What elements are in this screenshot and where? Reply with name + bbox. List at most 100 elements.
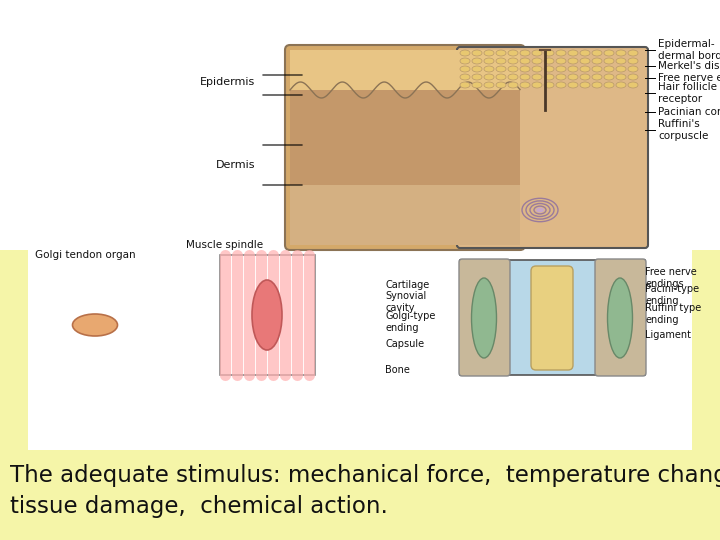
Ellipse shape	[628, 58, 638, 64]
Text: Epidermal-
dermal border: Epidermal- dermal border	[658, 39, 720, 61]
Ellipse shape	[532, 82, 542, 88]
Ellipse shape	[604, 82, 614, 88]
Text: Cartilage: Cartilage	[385, 280, 429, 290]
Ellipse shape	[556, 74, 566, 80]
Ellipse shape	[73, 314, 117, 336]
Bar	[692, 250, 720, 450]
Ellipse shape	[568, 66, 578, 72]
Ellipse shape	[472, 82, 482, 88]
Text: tissue damage,  chemical action.: tissue damage, chemical action.	[10, 495, 388, 518]
Ellipse shape	[604, 74, 614, 80]
Ellipse shape	[556, 50, 566, 56]
Text: Merkel's disk: Merkel's disk	[658, 61, 720, 71]
FancyBboxPatch shape	[595, 259, 646, 376]
Ellipse shape	[616, 82, 626, 88]
Ellipse shape	[628, 74, 638, 80]
Ellipse shape	[580, 66, 590, 72]
Ellipse shape	[532, 50, 542, 56]
Ellipse shape	[556, 58, 566, 64]
Ellipse shape	[484, 58, 494, 64]
Bar	[290, 185, 520, 245]
Text: Capsule: Capsule	[385, 339, 424, 349]
Ellipse shape	[472, 58, 482, 64]
Text: Ruffini's
corpuscle: Ruffini's corpuscle	[658, 119, 708, 141]
Ellipse shape	[568, 50, 578, 56]
Ellipse shape	[472, 278, 497, 358]
Ellipse shape	[568, 82, 578, 88]
Text: Golgi-type
ending: Golgi-type ending	[385, 311, 436, 333]
Ellipse shape	[472, 74, 482, 80]
Ellipse shape	[496, 82, 506, 88]
FancyBboxPatch shape	[531, 266, 573, 370]
Ellipse shape	[508, 50, 518, 56]
FancyBboxPatch shape	[285, 45, 525, 250]
Ellipse shape	[628, 82, 638, 88]
Ellipse shape	[252, 280, 282, 350]
Text: Golgi tendon organ: Golgi tendon organ	[35, 250, 135, 260]
Ellipse shape	[460, 82, 470, 88]
Ellipse shape	[496, 74, 506, 80]
Ellipse shape	[544, 82, 554, 88]
Ellipse shape	[532, 66, 542, 72]
Ellipse shape	[556, 66, 566, 72]
Ellipse shape	[496, 66, 506, 72]
Text: Ruffini type
ending: Ruffini type ending	[645, 303, 701, 325]
Ellipse shape	[608, 278, 632, 358]
Ellipse shape	[472, 66, 482, 72]
Ellipse shape	[616, 66, 626, 72]
Text: Free nerve ending: Free nerve ending	[658, 73, 720, 83]
Ellipse shape	[532, 74, 542, 80]
Ellipse shape	[496, 50, 506, 56]
Ellipse shape	[592, 82, 602, 88]
Bar	[0, 250, 28, 450]
Text: Muscle spindle: Muscle spindle	[186, 240, 264, 250]
Text: Pacini-type
ending: Pacini-type ending	[645, 284, 699, 306]
Text: Pacinian corpuscle: Pacinian corpuscle	[658, 107, 720, 117]
Ellipse shape	[616, 58, 626, 64]
Ellipse shape	[580, 82, 590, 88]
Ellipse shape	[484, 50, 494, 56]
Ellipse shape	[592, 74, 602, 80]
Ellipse shape	[580, 50, 590, 56]
Ellipse shape	[592, 50, 602, 56]
Text: Ligament: Ligament	[645, 330, 691, 340]
Bar	[220, 255, 315, 375]
Ellipse shape	[484, 74, 494, 80]
Text: Free nerve
endings: Free nerve endings	[645, 267, 697, 289]
Ellipse shape	[604, 50, 614, 56]
Ellipse shape	[460, 66, 470, 72]
Ellipse shape	[544, 66, 554, 72]
Ellipse shape	[472, 50, 482, 56]
Text: Epidermis: Epidermis	[199, 77, 255, 87]
Text: Hair follicle
receptor: Hair follicle receptor	[658, 82, 717, 104]
Ellipse shape	[520, 58, 530, 64]
Ellipse shape	[460, 50, 470, 56]
Text: The adequate stimulus: mechanical force,  temperature change,: The adequate stimulus: mechanical force,…	[10, 464, 720, 487]
Ellipse shape	[508, 58, 518, 64]
Ellipse shape	[532, 58, 542, 64]
Ellipse shape	[580, 58, 590, 64]
Ellipse shape	[604, 58, 614, 64]
Ellipse shape	[520, 50, 530, 56]
Ellipse shape	[508, 66, 518, 72]
Bar	[290, 50, 520, 90]
Ellipse shape	[544, 58, 554, 64]
Ellipse shape	[616, 74, 626, 80]
Ellipse shape	[628, 50, 638, 56]
Ellipse shape	[556, 82, 566, 88]
Ellipse shape	[544, 50, 554, 56]
Ellipse shape	[520, 82, 530, 88]
Ellipse shape	[484, 82, 494, 88]
Ellipse shape	[484, 66, 494, 72]
FancyBboxPatch shape	[457, 47, 648, 248]
Bar	[0, 0, 720, 450]
FancyBboxPatch shape	[459, 259, 510, 376]
Ellipse shape	[460, 58, 470, 64]
Ellipse shape	[508, 82, 518, 88]
Text: Synovial
cavity: Synovial cavity	[385, 291, 426, 313]
Ellipse shape	[616, 50, 626, 56]
Ellipse shape	[536, 207, 544, 213]
Text: Bone: Bone	[385, 365, 410, 375]
Ellipse shape	[496, 58, 506, 64]
Ellipse shape	[568, 58, 578, 64]
